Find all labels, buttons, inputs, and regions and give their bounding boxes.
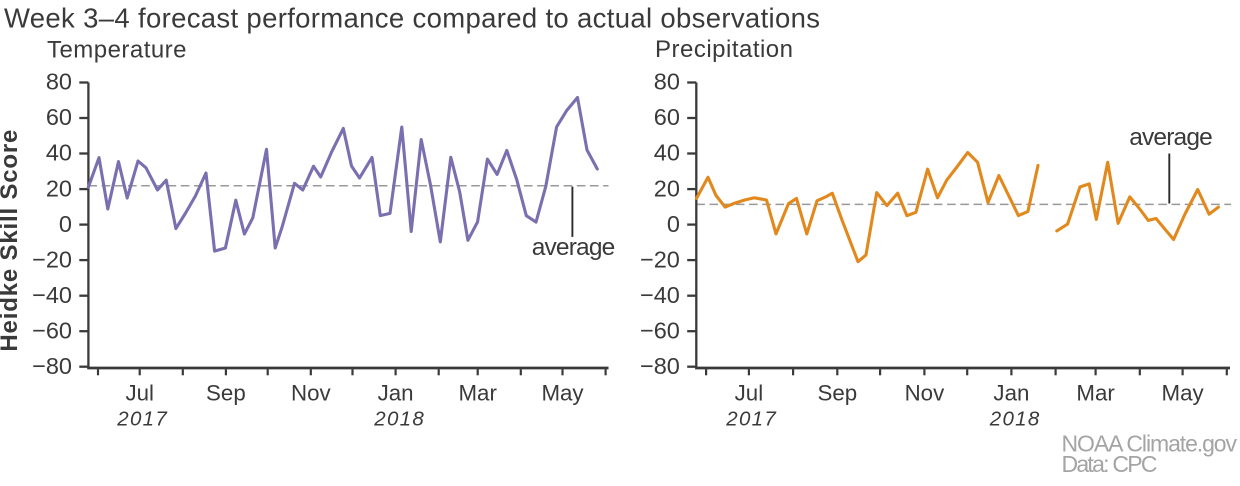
- svg-text:Week 3–4 forecast performance: Week 3–4 forecast performance compared t…: [4, 3, 820, 34]
- svg-text:Jan: Jan: [378, 380, 414, 405]
- svg-text:−20: −20: [640, 246, 680, 272]
- svg-text:Mar: Mar: [458, 380, 497, 405]
- svg-text:−40: −40: [32, 282, 72, 308]
- svg-text:0: 0: [667, 211, 680, 237]
- svg-text:−80: −80: [32, 353, 72, 379]
- svg-text:40: 40: [654, 140, 680, 166]
- svg-text:Sep: Sep: [817, 380, 857, 405]
- svg-text:40: 40: [46, 140, 72, 166]
- svg-text:Jan: Jan: [993, 380, 1029, 405]
- svg-text:−60: −60: [640, 317, 680, 343]
- svg-text:80: 80: [46, 69, 72, 95]
- svg-text:Sep: Sep: [206, 380, 246, 405]
- svg-text:average: average: [1129, 124, 1213, 151]
- svg-text:NOAA Climate.gov: NOAA Climate.gov: [1062, 431, 1238, 457]
- svg-text:May: May: [1162, 380, 1205, 405]
- svg-text:−40: −40: [640, 282, 680, 308]
- svg-text:2018: 2018: [989, 408, 1040, 431]
- svg-text:20: 20: [654, 175, 680, 201]
- svg-text:−80: −80: [640, 353, 680, 379]
- svg-text:2018: 2018: [373, 408, 424, 431]
- svg-text:Heidke Skill Score: Heidke Skill Score: [0, 130, 23, 352]
- svg-text:Nov: Nov: [291, 380, 332, 405]
- svg-text:2017: 2017: [725, 408, 777, 431]
- svg-text:Precipitation: Precipitation: [655, 36, 793, 63]
- svg-text:60: 60: [654, 104, 680, 130]
- svg-text:Jul: Jul: [735, 380, 764, 405]
- svg-text:0: 0: [59, 211, 72, 237]
- svg-text:Data: CPC: Data: CPC: [1062, 451, 1158, 477]
- svg-text:Jul: Jul: [125, 380, 154, 405]
- svg-text:average: average: [532, 234, 616, 261]
- svg-text:Nov: Nov: [905, 380, 946, 405]
- svg-text:Temperature: Temperature: [47, 37, 187, 64]
- svg-text:−20: −20: [32, 246, 72, 272]
- svg-text:60: 60: [46, 104, 72, 130]
- svg-text:20: 20: [46, 175, 72, 201]
- svg-text:May: May: [541, 380, 584, 405]
- svg-text:Mar: Mar: [1076, 380, 1115, 405]
- svg-text:−60: −60: [32, 317, 72, 343]
- svg-text:80: 80: [654, 69, 680, 95]
- svg-text:2017: 2017: [116, 408, 168, 431]
